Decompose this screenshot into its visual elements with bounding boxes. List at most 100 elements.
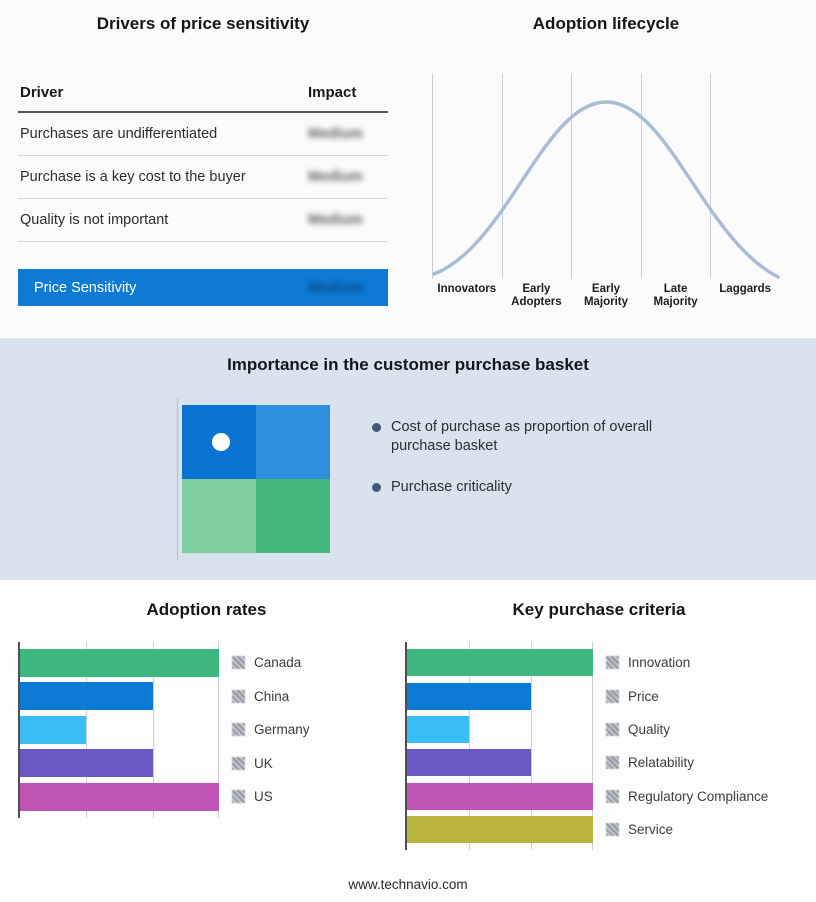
lifecycle-stage-labels: Innovators Early Adopters Early Majority La…	[432, 283, 780, 309]
price-sensitivity-bar: Price Sensitivity Medium	[18, 269, 388, 306]
legend-label: Service	[628, 822, 674, 838]
plot-gridline	[86, 642, 88, 818]
bar-row	[407, 813, 593, 846]
legend-swatch	[606, 823, 619, 837]
lifecycle-plot	[432, 74, 780, 279]
purchase-basket-matrix	[182, 405, 330, 553]
drivers-panel: Drivers of price sensitivity Driver Impa…	[18, 14, 388, 306]
drivers-table: Driver Impact Purchases are undifferenti…	[18, 84, 388, 306]
plot-area	[18, 642, 219, 818]
legend-label: US	[254, 789, 273, 805]
driver-row: Quality is not important Medium	[18, 199, 388, 242]
plot-gridline	[531, 642, 532, 851]
bar-row	[20, 713, 219, 747]
bar-row	[20, 680, 219, 714]
plot-gridline	[218, 642, 219, 818]
impact-value: Medium	[308, 212, 363, 228]
legend-swatch	[606, 789, 619, 803]
drivers-title: Drivers of price sensitivity	[96, 14, 310, 33]
plot-gridline	[469, 642, 470, 851]
bar-row	[407, 646, 593, 679]
lifecycle-title: Adoption lifecycle	[532, 14, 680, 33]
legend-label: China	[254, 688, 290, 704]
impact-column-header: Impact	[308, 84, 357, 101]
plot-gridline	[152, 642, 154, 818]
price-sensitivity-label: Price Sensitivity	[34, 279, 137, 296]
bar-germany	[20, 715, 87, 744]
chart-legend: Canada China Germany UK US	[232, 642, 310, 818]
legend-swatch	[606, 689, 619, 703]
legend-item: Service	[606, 813, 768, 846]
driver-column-header: Driver	[20, 84, 64, 101]
stage-label: Early Majority	[583, 283, 629, 309]
bar-relatability	[407, 749, 531, 777]
bar-innovation	[407, 649, 593, 677]
top-section: Drivers of price sensitivity Driver Impa…	[0, 0, 816, 338]
legend-label: Price	[628, 688, 659, 704]
adoption-rates-chart: Adoption rates Canada China Germany UK US	[18, 600, 395, 818]
chart-body: Innovation Price Quality Relatability Regula…	[405, 642, 793, 851]
lifecycle-panel: Adoption lifecycle Innovators Early Adopt…	[432, 14, 780, 309]
bar-service	[407, 816, 593, 844]
legend-label: Canada	[254, 655, 302, 671]
legend-swatch	[232, 656, 245, 670]
stage-gridline	[640, 74, 642, 279]
plot-area	[405, 642, 593, 851]
legend-swatch	[606, 656, 619, 670]
chart-legend: Innovation Price Quality Relatability Regula…	[606, 642, 768, 850]
driver-name: Purchase is a key cost to the buyer	[20, 169, 246, 185]
drivers-table-header: Driver Impact	[18, 84, 388, 113]
legend-swatch	[606, 756, 619, 770]
stage-gridline	[571, 74, 573, 279]
matrix-cell-bottom-right	[256, 479, 330, 553]
bar-row	[407, 780, 593, 813]
purchase-basket-section: Importance in the customer purchase bask…	[0, 338, 816, 580]
price-sensitivity-impact: Medium	[308, 279, 363, 296]
bottom-section: Adoption rates Canada China Germany UK US Ke…	[0, 580, 816, 902]
bar-row	[407, 746, 593, 779]
matrix-cell-bottom-left	[182, 479, 256, 553]
stage-gridline	[501, 74, 503, 279]
legend-label: Regulatory Compliance	[628, 788, 769, 804]
legend-item: Innovation	[606, 646, 768, 679]
legend-item: Relatability	[606, 746, 768, 779]
chart-body: Canada China Germany UK US	[18, 642, 395, 818]
legend-item: Regulatory Compliance	[606, 780, 768, 813]
basket-bullet: Cost of purchase as proportion of overal…	[372, 418, 657, 456]
stage-gridline	[432, 74, 433, 279]
legend-swatch	[232, 723, 245, 737]
basket-title: Importance in the customer purchase bask…	[227, 355, 589, 374]
bullet-dot	[372, 483, 381, 493]
bar-china	[20, 682, 153, 711]
impact-value: Medium	[308, 126, 363, 142]
bar-row	[20, 780, 219, 814]
plot-gridline	[592, 642, 593, 851]
legend-label: Relatability	[628, 755, 695, 771]
adoption-curve	[432, 100, 780, 279]
legend-item: Germany	[232, 713, 310, 747]
bar-quality	[407, 715, 469, 743]
bar-row	[20, 747, 219, 781]
driver-name: Purchases are undifferentiated	[20, 126, 218, 142]
bullet-text: Purchase criticality	[391, 479, 512, 496]
bullet-text: Cost of purchase as proportion of overal…	[391, 419, 653, 455]
stage-label: Late Majority	[653, 283, 698, 309]
key-purchase-criteria-chart: Key purchase criteria Innovation Price Qua…	[405, 600, 793, 851]
legend-label: UK	[254, 755, 273, 771]
stage-label: Early Adopters	[511, 283, 562, 309]
stage-label: Innovators	[437, 283, 497, 295]
legend-label: Quality	[628, 721, 671, 737]
chart-title: Key purchase criteria	[512, 600, 686, 619]
legend-item: Canada	[232, 646, 310, 680]
bar-price	[407, 682, 531, 710]
matrix-axis-line	[177, 398, 178, 560]
bullet-dot	[372, 423, 381, 432]
legend-swatch	[232, 689, 245, 703]
legend-swatch	[606, 722, 619, 736]
bar-row	[407, 679, 593, 712]
legend-item: Price	[606, 679, 768, 712]
stage-gridline	[710, 74, 712, 279]
bar-regulatory-compliance	[407, 782, 593, 810]
basket-bullet-list: Cost of purchase as proportion of overal…	[372, 418, 657, 519]
